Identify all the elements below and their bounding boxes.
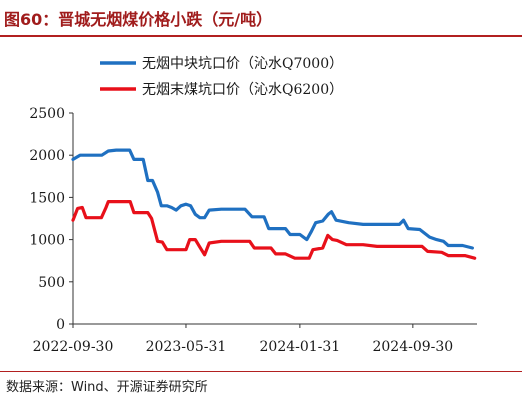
axes: 0 500 1000 1500 2000 2500 2022-09-30 2023-05-31… (29, 106, 477, 355)
y-tick-label: 0 (56, 317, 65, 333)
series-line-1 (71, 148, 474, 250)
y-tick-label: 500 (38, 275, 65, 291)
series-layer (71, 148, 477, 260)
y-tick-label: 2500 (29, 106, 65, 122)
legend-label-1: 无烟中块坑口价（沁水Q7000） (142, 56, 343, 72)
y-tick-label: 1000 (29, 233, 65, 249)
legend-label-2: 无烟末煤坑口价（沁水Q6200） (142, 82, 343, 98)
title-rule (0, 35, 522, 37)
x-tick-label: 2022-09-30 (33, 339, 114, 355)
legend: 无烟中块坑口价（沁水Q7000） 无烟末煤坑口价（沁水Q6200） (100, 56, 343, 98)
y-tick-label: 1500 (29, 190, 65, 206)
figure-title: 图60：晋城无烟煤价格小跌（元/吨） (4, 10, 273, 29)
series-line-2 (71, 200, 477, 260)
y-tick-label: 2000 (29, 148, 65, 164)
x-tick-label: 2024-09-30 (372, 339, 453, 355)
x-tick-label: 2024-01-31 (260, 339, 341, 355)
source-note: 数据来源：Wind、开源证券研究所 (6, 380, 208, 395)
x-tick-label: 2023-05-31 (146, 339, 227, 355)
source-rule (0, 371, 522, 372)
